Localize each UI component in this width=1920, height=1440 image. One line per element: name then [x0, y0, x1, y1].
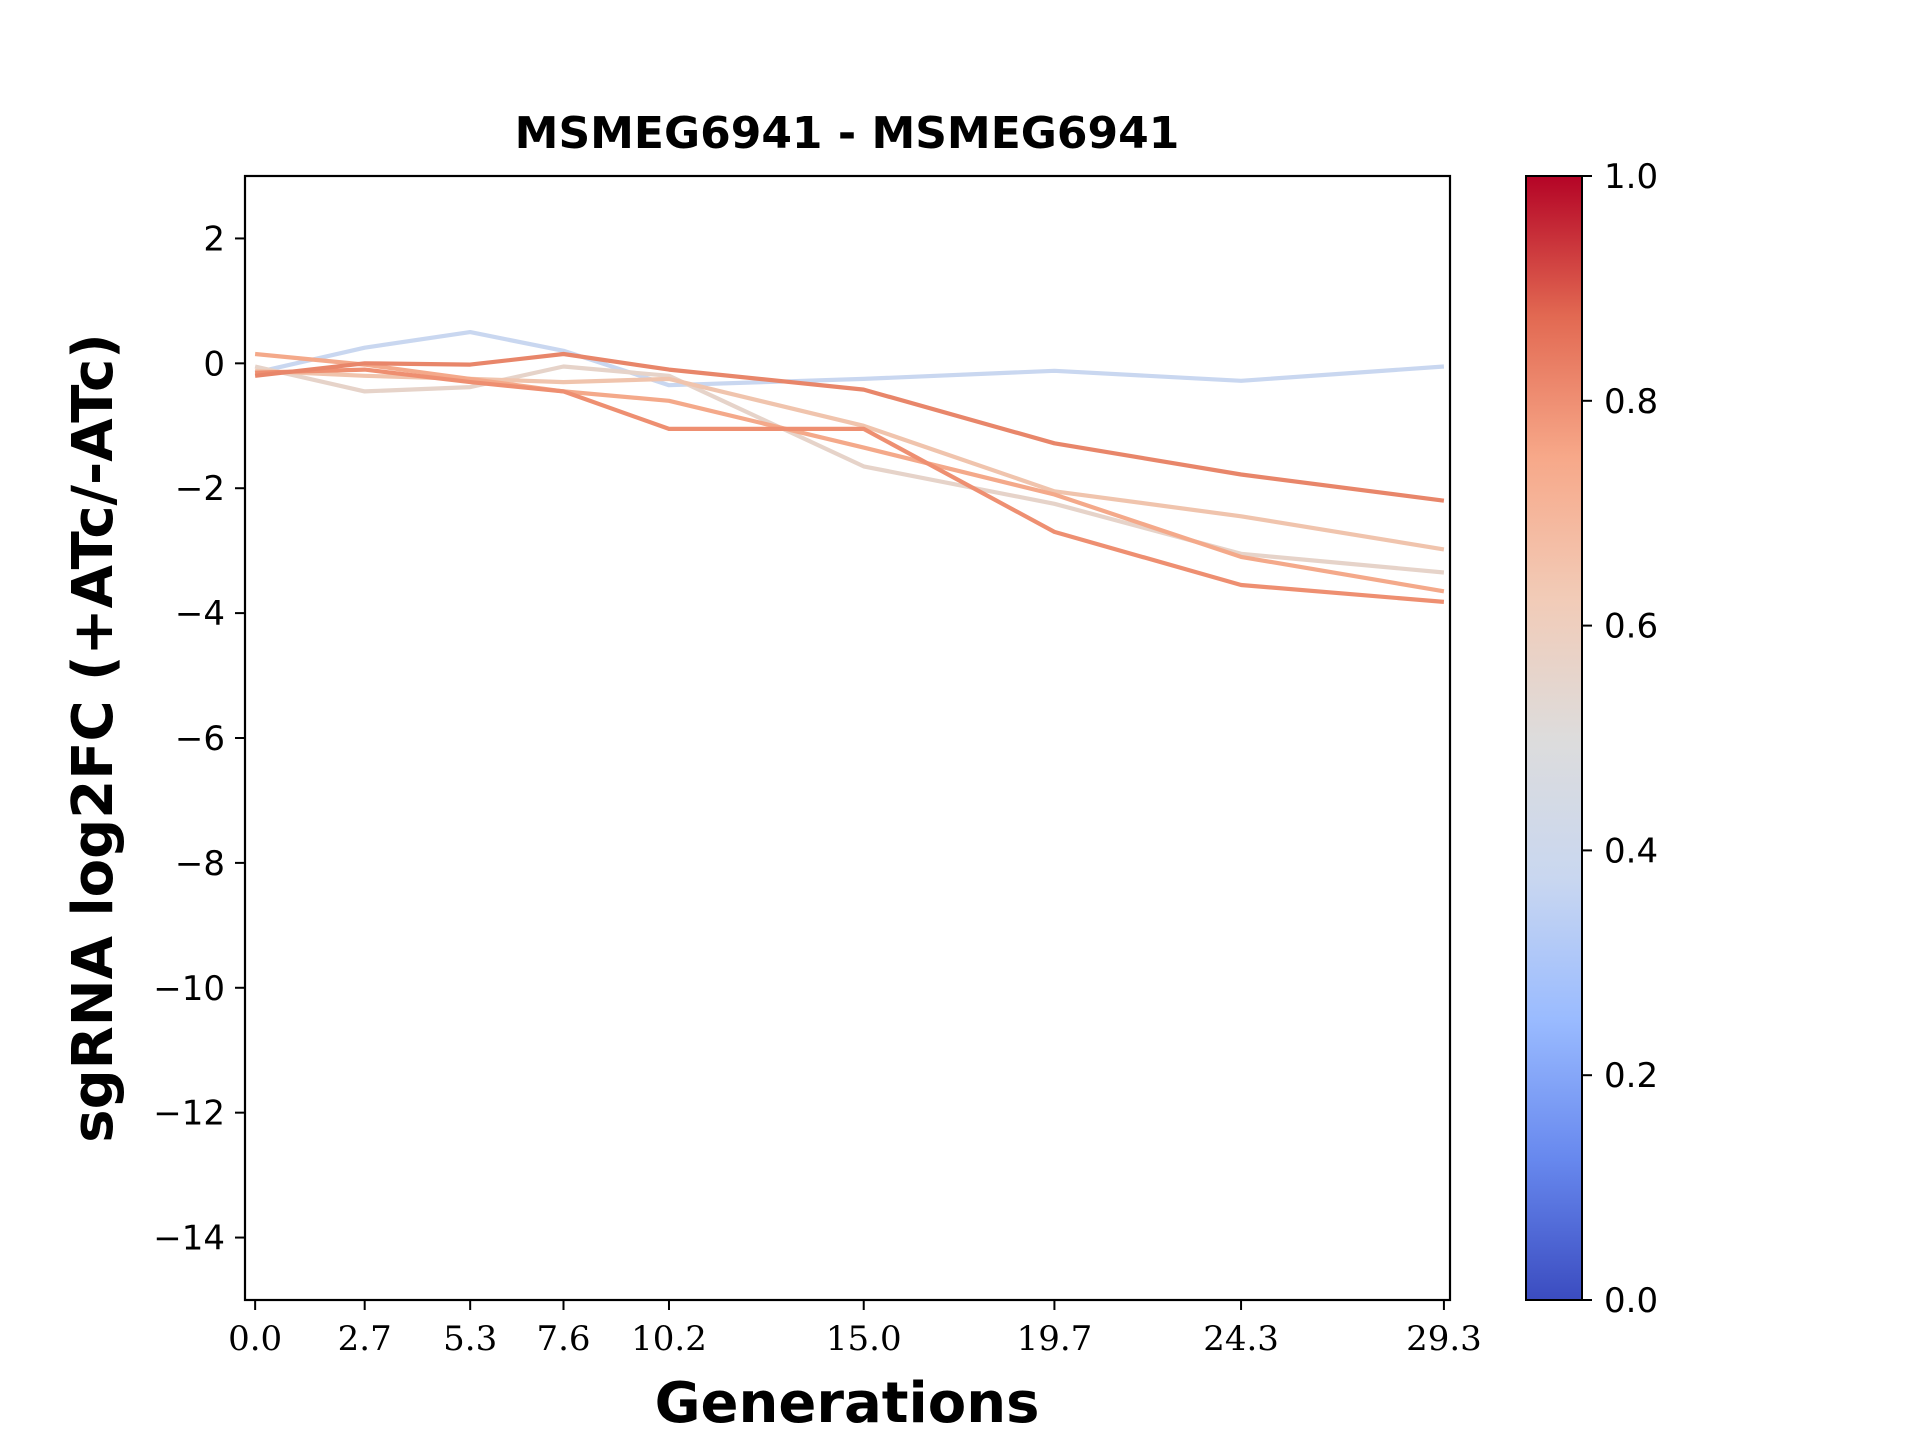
y-tick-label: −4: [175, 594, 225, 634]
colorbar-axis: 0.0 0.2 0.4 0.6 0.8 1.0: [1582, 157, 1658, 1321]
y-tick-label: −6: [175, 719, 225, 759]
y-tick-label: 2: [203, 219, 225, 259]
chart-title: MSMEG6941 - MSMEG6941: [515, 108, 1180, 159]
colorbar-tick-label: 0.0: [1604, 1281, 1658, 1321]
x-tick-label: 19.7: [1017, 1319, 1093, 1359]
y-tick-label: −8: [175, 844, 225, 884]
colorbar: [1525, 175, 1583, 1301]
colorbar-tick-label: 0.8: [1604, 382, 1658, 422]
y-tick-label: −14: [153, 1219, 225, 1259]
colorbar-tick-label: 0.2: [1604, 1056, 1658, 1096]
y-axis: 2 0 −2 −4 −6 −8 −10 −12 −14: [153, 219, 245, 1259]
y-tick-label: −10: [153, 969, 225, 1009]
y-axis-label: sgRNA log2FC (+ATc/-ATc): [61, 333, 126, 1143]
x-axis-label: Generations: [655, 1371, 1040, 1436]
plot-lines: [254, 330, 1445, 604]
x-tick-label: 2.7: [338, 1319, 392, 1359]
x-tick-label: 15.0: [826, 1319, 902, 1359]
series-line-2: [254, 364, 1445, 575]
x-axis: 0.0 2.7 5.3 7.6 10.2 15.0 19.7 24.3 29.3: [228, 1300, 1482, 1359]
plot-area: [243, 174, 1452, 1302]
series-line-6: [254, 351, 1445, 503]
x-tick-label: 0.0: [228, 1319, 282, 1359]
x-tick-label: 10.2: [631, 1319, 707, 1359]
colorbar-tick-label: 0.6: [1604, 607, 1658, 647]
series-line-3: [255, 368, 1445, 552]
y-tick-label: −2: [175, 469, 225, 509]
colorbar-tick-label: 1.0: [1604, 157, 1658, 197]
series-line-5: [255, 367, 1445, 604]
x-tick-label: 7.6: [536, 1319, 590, 1359]
x-tick-label: 29.3: [1406, 1319, 1482, 1359]
series-line-4: [254, 351, 1445, 594]
y-tick-label: −12: [153, 1094, 225, 1134]
x-tick-label: 5.3: [443, 1319, 497, 1359]
series-line-1: [254, 330, 1445, 388]
y-tick-label: 0: [203, 344, 225, 384]
x-tick-label: 24.3: [1203, 1319, 1279, 1359]
colorbar-tick-label: 0.4: [1604, 831, 1658, 871]
